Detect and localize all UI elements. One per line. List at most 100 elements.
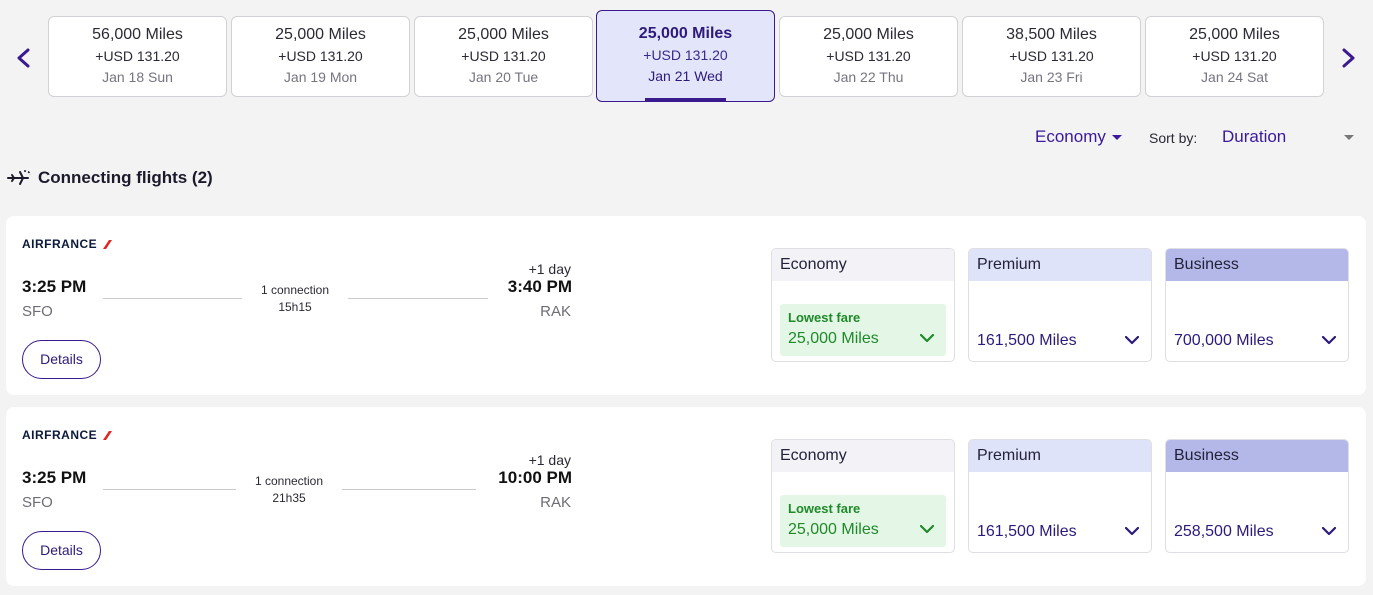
fare-class-label: Premium [969,249,1151,281]
date-card-miles: 25,000 Miles [823,26,914,43]
airline-logo: AIRFRANCE [22,237,113,251]
departure-airport: SFO [22,494,53,511]
selected-underline [645,98,726,101]
airline-logo: AIRFRANCE [22,428,113,442]
plus-day: +1 day [528,452,571,468]
fare-business[interactable]: Business 258,500 Miles [1165,439,1349,553]
caret-down-icon [1344,135,1354,140]
date-card-usd: +USD 131.20 [278,48,363,64]
date-card-usd: +USD 131.20 [461,48,546,64]
arrival-airport: RAK [540,303,571,320]
cabin-select-value: Economy [1035,127,1106,146]
date-card-miles: 25,000 Miles [638,25,733,42]
date-card-usd: +USD 131.20 [1192,48,1277,64]
date-card[interactable]: 25,000 Miles +USD 131.20 Jan 24 Sat [1145,16,1324,97]
fare-premium[interactable]: Premium 161,500 Miles [968,248,1152,362]
fare-class-label: Business [1166,249,1348,281]
route-line [103,298,242,299]
flight-duration: 21h35 [272,491,306,505]
fare-miles: 161,500 Miles [977,523,1077,540]
plus-day: +1 day [528,261,571,277]
fare-miles: 161,500 Miles [977,332,1077,349]
lowest-fare-label: Lowest fare [788,310,861,325]
departure-airport: SFO [22,303,53,320]
date-card-date: Jan 23 Fri [1020,69,1083,85]
date-card-usd: +USD 131.20 [643,47,728,63]
lowest-fare-label: Lowest fare [788,501,861,516]
date-card-usd: +USD 131.20 [1009,48,1094,64]
fare-premium[interactable]: Premium 161,500 Miles [968,439,1152,553]
route-line [348,298,488,299]
arrival-airport: RAK [540,494,571,511]
caret-down-icon [1111,134,1122,140]
date-card-miles: 25,000 Miles [275,26,366,43]
fare-miles: 700,000 Miles [1174,332,1274,349]
date-card-date: Jan 21 Wed [648,68,723,84]
sort-select-value: Duration [1222,127,1287,146]
date-card-date: Jan 22 Thu [833,69,904,85]
date-card-miles: 25,000 Miles [1189,26,1280,43]
airline-name: AIRFRANCE [22,428,98,442]
flight-duration: 15h15 [278,300,312,314]
date-card-miles: 56,000 Miles [92,26,183,43]
airline-name: AIRFRANCE [22,237,98,251]
date-card[interactable]: 56,000 Miles +USD 131.20 Jan 18 Sun [48,16,227,97]
fare-miles: 25,000 Miles [788,521,879,538]
date-card-date: Jan 20 Tue [468,69,539,85]
connecting-flight-icon [7,170,31,185]
date-card[interactable]: 25,000 Miles +USD 131.20 Jan 19 Mon [231,16,410,97]
details-button[interactable]: Details [22,340,101,379]
route-line [103,489,236,490]
date-card-date: Jan 18 Sun [102,69,173,85]
chevron-down-icon [1322,527,1336,536]
date-card-selected[interactable]: 25,000 Miles +USD 131.20 Jan 21 Wed [596,10,775,102]
connection-count: 1 connection [260,283,330,297]
section-title: Connecting flights (2) [38,168,213,187]
chevron-down-icon [920,334,934,343]
chevron-left-icon[interactable] [12,46,36,70]
chevron-right-icon[interactable] [1336,46,1360,70]
fare-class-label: Business [1166,440,1348,472]
cabin-select[interactable]: Economy [1035,127,1122,147]
flight-card: AIRFRANCE 3:25 PM SFO 1 connection 15h15… [6,216,1366,395]
date-card[interactable]: 25,000 Miles +USD 131.20 Jan 22 Thu [779,16,958,97]
connection-info: 1 connection 21h35 [236,473,342,507]
connection-count: 1 connection [254,474,324,488]
fare-miles: 25,000 Miles [788,330,879,347]
chevron-down-icon [1322,336,1336,345]
fare-class-label: Economy [772,249,954,281]
arrival-time: 10:00 PM [498,468,572,487]
fare-economy[interactable]: Economy Lowest fare 25,000 Miles [771,248,955,362]
date-strip: 56,000 Miles +USD 131.20 Jan 18 Sun 25,0… [0,10,1373,102]
chevron-down-icon [1125,336,1139,345]
date-card-miles: 38,500 Miles [1006,26,1097,43]
departure-time: 3:25 PM [22,468,87,487]
fare-class-label: Economy [772,440,954,472]
fare-class-label: Premium [969,440,1151,472]
details-button[interactable]: Details [22,531,101,570]
departure-time: 3:25 PM [22,277,87,296]
sort-select[interactable]: Duration [1222,127,1356,147]
lowest-fare-badge: Lowest fare 25,000 Miles [780,304,946,356]
arrival-time: 3:40 PM [507,277,572,296]
flight-card: AIRFRANCE 3:25 PM SFO 1 connection 21h35… [6,407,1366,586]
section-header: Connecting flights (2) [6,168,213,188]
fare-economy[interactable]: Economy Lowest fare 25,000 Miles [771,439,955,553]
chevron-down-icon [1125,527,1139,536]
route-line [342,489,476,490]
date-card-date: Jan 19 Mon [283,69,358,85]
airfrance-slash-icon [103,239,113,249]
date-card-date: Jan 24 Sat [1201,69,1268,85]
date-card[interactable]: 38,500 Miles +USD 131.20 Jan 23 Fri [962,16,1141,97]
date-card-usd: +USD 131.20 [826,48,911,64]
fare-business[interactable]: Business 700,000 Miles [1165,248,1349,362]
date-card[interactable]: 25,000 Miles +USD 131.20 Jan 20 Tue [414,16,593,97]
date-card-miles: 25,000 Miles [458,26,549,43]
date-card-usd: +USD 131.20 [95,48,180,64]
sort-label: Sort by: [1149,130,1198,146]
lowest-fare-badge: Lowest fare 25,000 Miles [780,495,946,547]
fare-miles: 258,500 Miles [1174,523,1274,540]
chevron-down-icon [920,525,934,534]
airfrance-slash-icon [103,430,113,440]
connection-info: 1 connection 15h15 [242,282,348,316]
